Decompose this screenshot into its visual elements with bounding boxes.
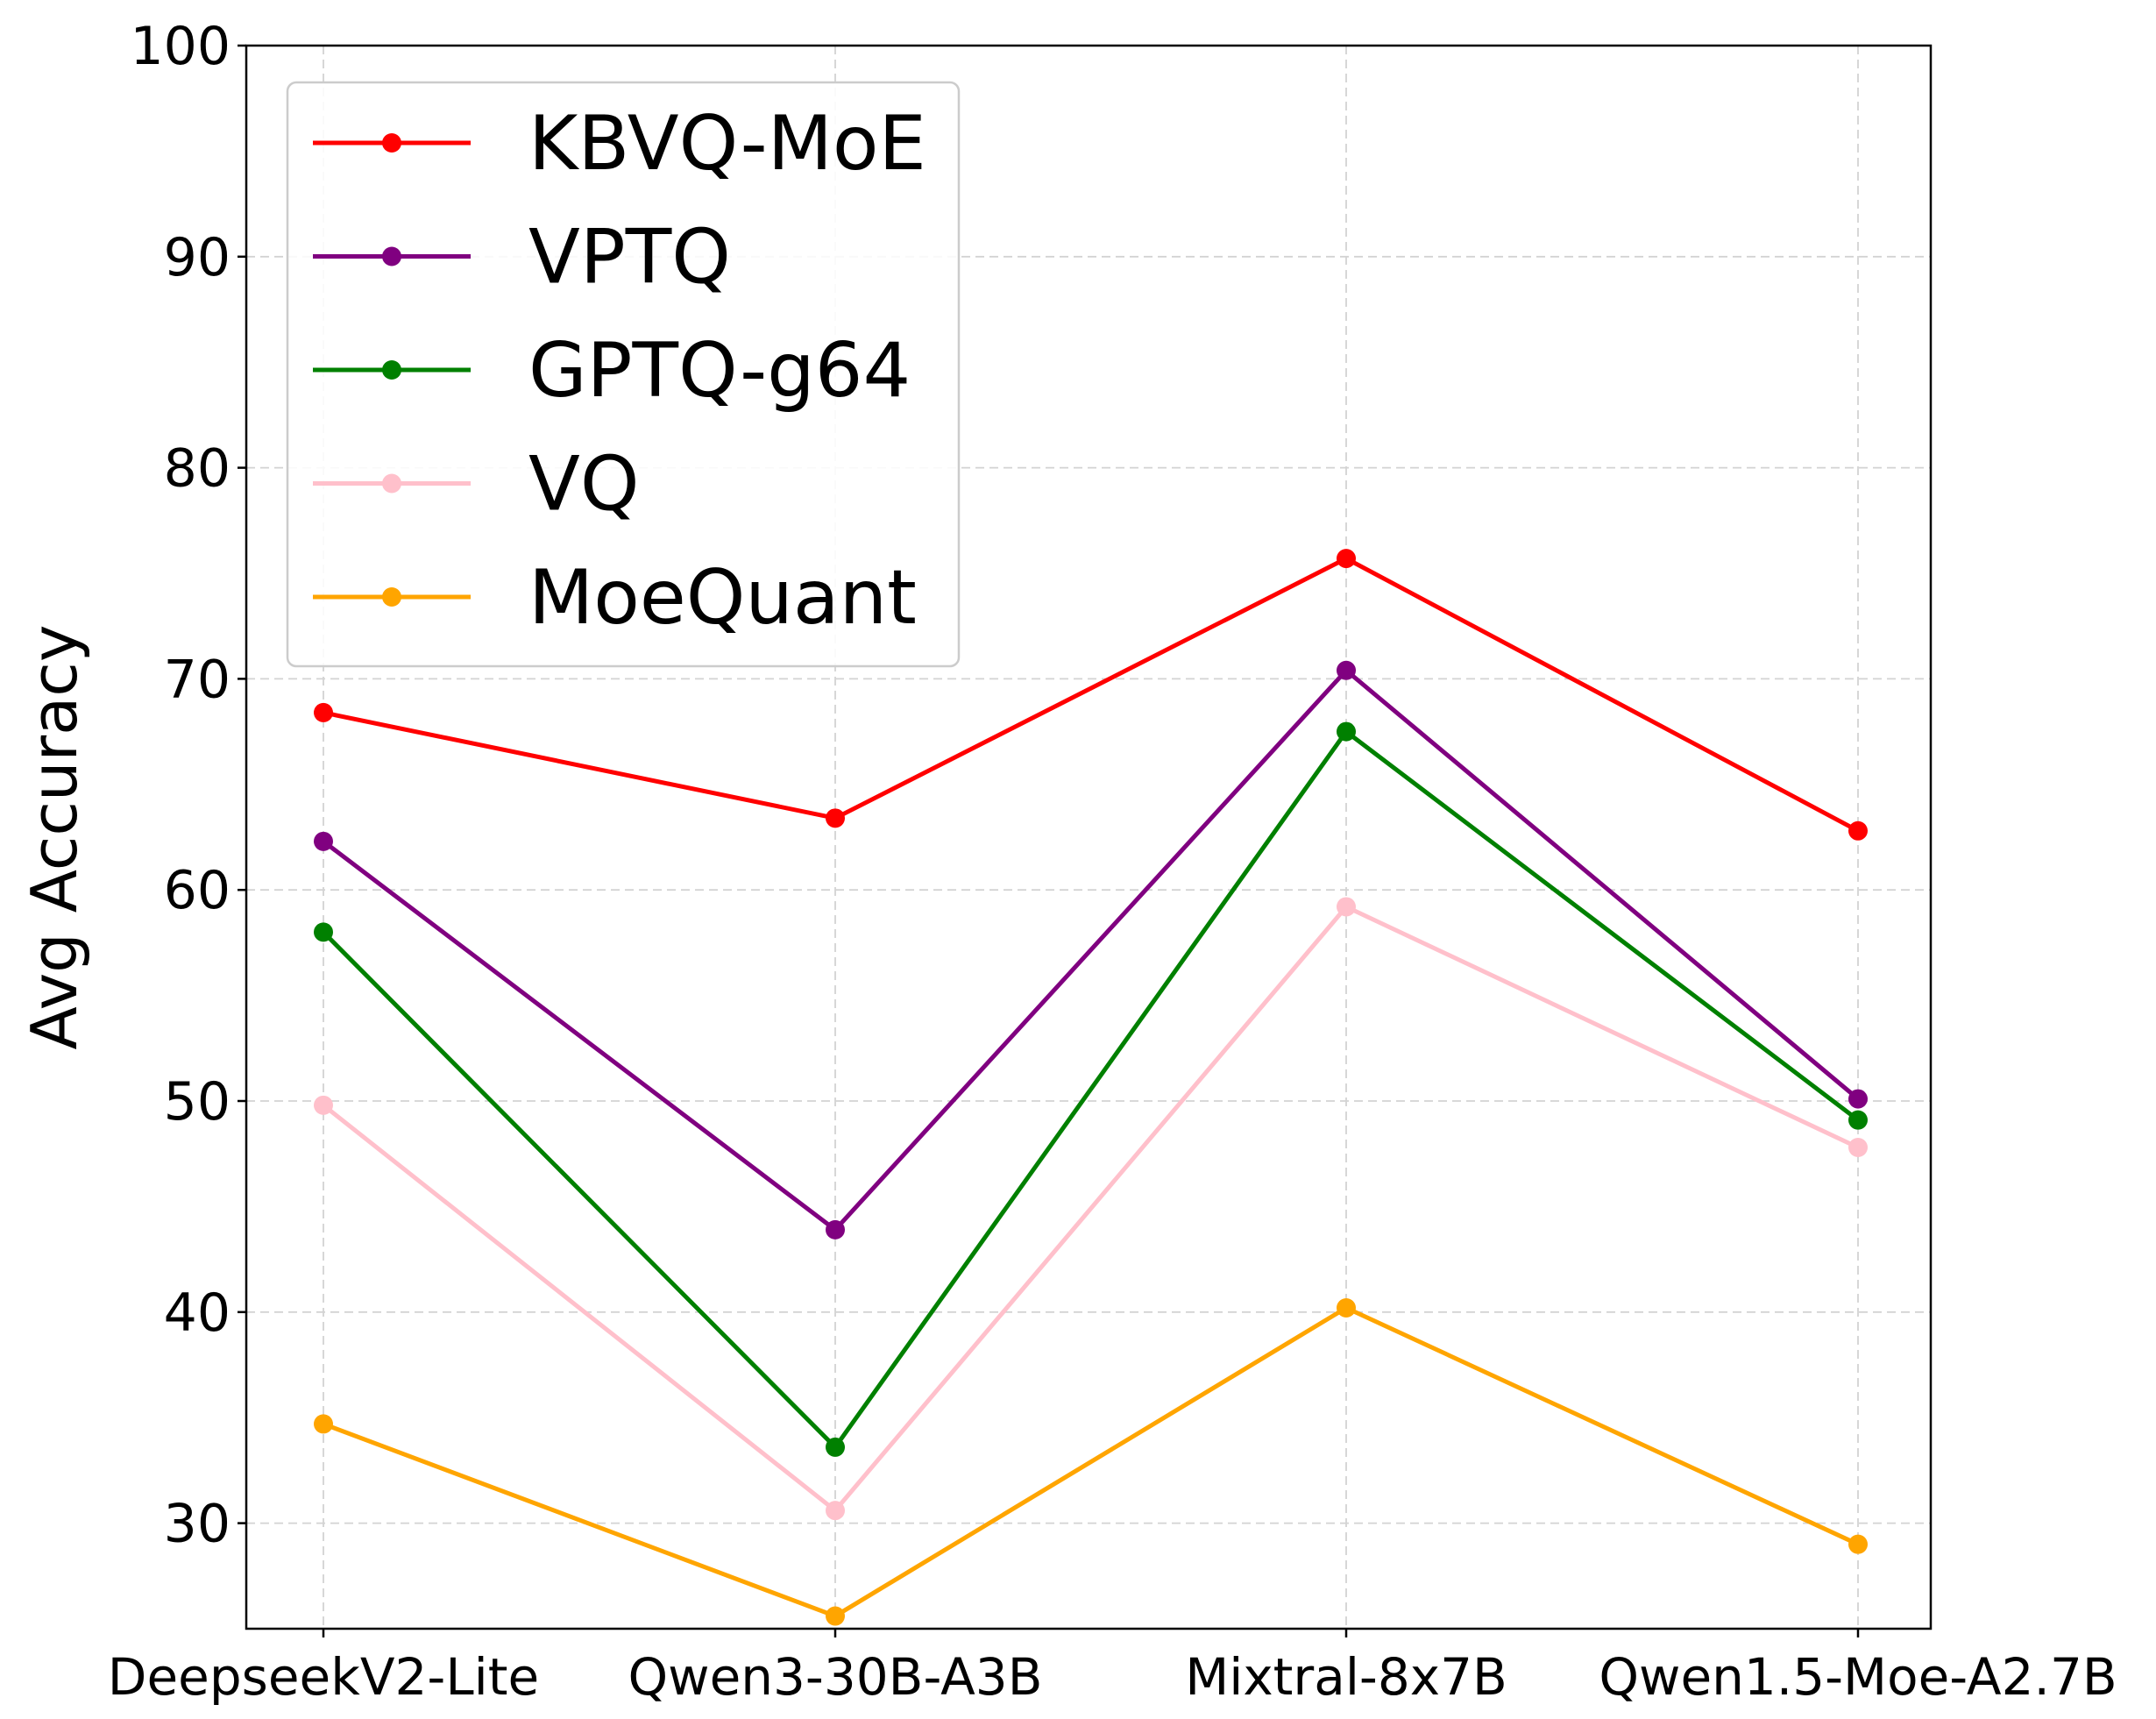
data-point [1337,721,1356,742]
data-point [314,1095,333,1115]
data-point [826,1219,845,1240]
y-tick-label: 50 [164,1071,230,1133]
x-tick-label: Qwen3-30B-A3B [628,1647,1043,1707]
data-point [826,808,845,828]
data-point [1848,1110,1868,1130]
legend-label: GPTQ-g64 [528,327,911,415]
series-gptq-g64 [314,721,1868,1457]
legend-item: MoeQuant [313,554,917,642]
plot-frame [245,44,1933,1630]
data-point [1337,1297,1356,1318]
x-tick-label: DeepseekV2-Lite [108,1647,539,1707]
legend-item: VQ [313,441,640,529]
data-point [1848,820,1868,841]
y-tick-label: 40 [164,1282,230,1344]
data-point [826,1437,845,1457]
legend-swatch-marker [382,473,401,494]
legend-label: MoeQuant [528,554,917,642]
axis-ticks: DeepseekV2-Lite Qwen3-30B-A3B Mixtral-8x7B… [108,16,2117,1707]
y-tick-label: 90 [164,227,230,288]
data-point [826,1606,845,1626]
series-kbvq-moe [314,549,1868,841]
data-point [1337,897,1356,917]
data-point [1337,660,1356,680]
series-moequant [314,1297,1868,1626]
legend-swatch-marker [382,246,401,266]
series-line [323,556,1860,833]
data-point [314,702,333,722]
legend-swatch-marker [382,360,401,380]
data-point [314,922,333,942]
legend-item: KBVQ-MoE [313,100,926,188]
series-line [322,668,1860,1232]
y-tick-label: 80 [164,438,230,500]
legend-label: KBVQ-MoE [528,100,926,188]
data-point [314,1414,333,1434]
y-tick-label: 30 [164,1494,230,1555]
y-tick-label: 60 [164,860,230,921]
legend-item: GPTQ-g64 [313,327,911,415]
series-group [314,549,1868,1626]
y-axis-label: Avg Accuracy [18,625,91,1050]
legend-swatch-marker [382,587,401,607]
data-point [314,831,333,851]
data-point [1848,1534,1868,1554]
x-tick-label: Qwen1.5-Moe-A2.7B [1599,1647,2117,1707]
legend-label: VPTQ [528,214,731,302]
data-point [1848,1137,1868,1157]
legend-item: VPTQ [313,214,731,302]
legend-box [286,81,961,668]
legend: KBVQ-MoE VPTQ GPTQ-g64 VQ MoeQuant [286,81,961,668]
series-vq [314,897,1868,1521]
x-tick-label: Mixtral-8x7B [1185,1647,1507,1707]
series-line [322,729,1860,1450]
data-point [1337,549,1356,569]
y-tick-label: 100 [130,16,230,77]
legend-swatch-marker [382,133,401,153]
y-tick-label: 70 [164,649,230,710]
series-vptq [314,660,1868,1240]
series-line [323,1305,1860,1619]
series-line [322,904,1860,1513]
data-point [826,1501,845,1521]
data-point [1848,1089,1868,1109]
legend-label: VQ [528,441,640,529]
